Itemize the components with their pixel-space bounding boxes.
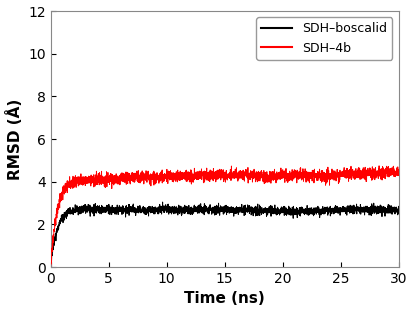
SDH–boscalid bbox=[389, 212, 394, 216]
SDH–boscalid bbox=[109, 206, 114, 210]
X-axis label: Time (ns): Time (ns) bbox=[184, 291, 265, 306]
SDH–boscalid bbox=[160, 200, 165, 204]
SDH–boscalid bbox=[396, 204, 401, 208]
SDH–4b bbox=[197, 173, 202, 177]
SDH–boscalid bbox=[88, 206, 93, 210]
SDH–boscalid bbox=[197, 207, 202, 211]
Line: SDH–boscalid: SDH–boscalid bbox=[51, 202, 399, 267]
SDH–4b bbox=[389, 172, 394, 176]
SDH–boscalid bbox=[48, 265, 53, 269]
SDH–4b bbox=[396, 168, 401, 171]
SDH–4b bbox=[182, 176, 187, 180]
SDH–4b bbox=[377, 164, 382, 168]
Legend: SDH–boscalid, SDH–4b: SDH–boscalid, SDH–4b bbox=[256, 17, 392, 60]
SDH–boscalid bbox=[352, 204, 357, 208]
Y-axis label: RMSD (Å): RMSD (Å) bbox=[5, 98, 23, 180]
SDH–4b bbox=[109, 179, 114, 183]
SDH–4b bbox=[88, 175, 93, 179]
Line: SDH–4b: SDH–4b bbox=[51, 166, 399, 267]
SDH–4b bbox=[352, 171, 357, 175]
SDH–4b bbox=[48, 265, 53, 269]
SDH–boscalid bbox=[182, 210, 187, 214]
SDH–boscalid bbox=[48, 261, 53, 265]
